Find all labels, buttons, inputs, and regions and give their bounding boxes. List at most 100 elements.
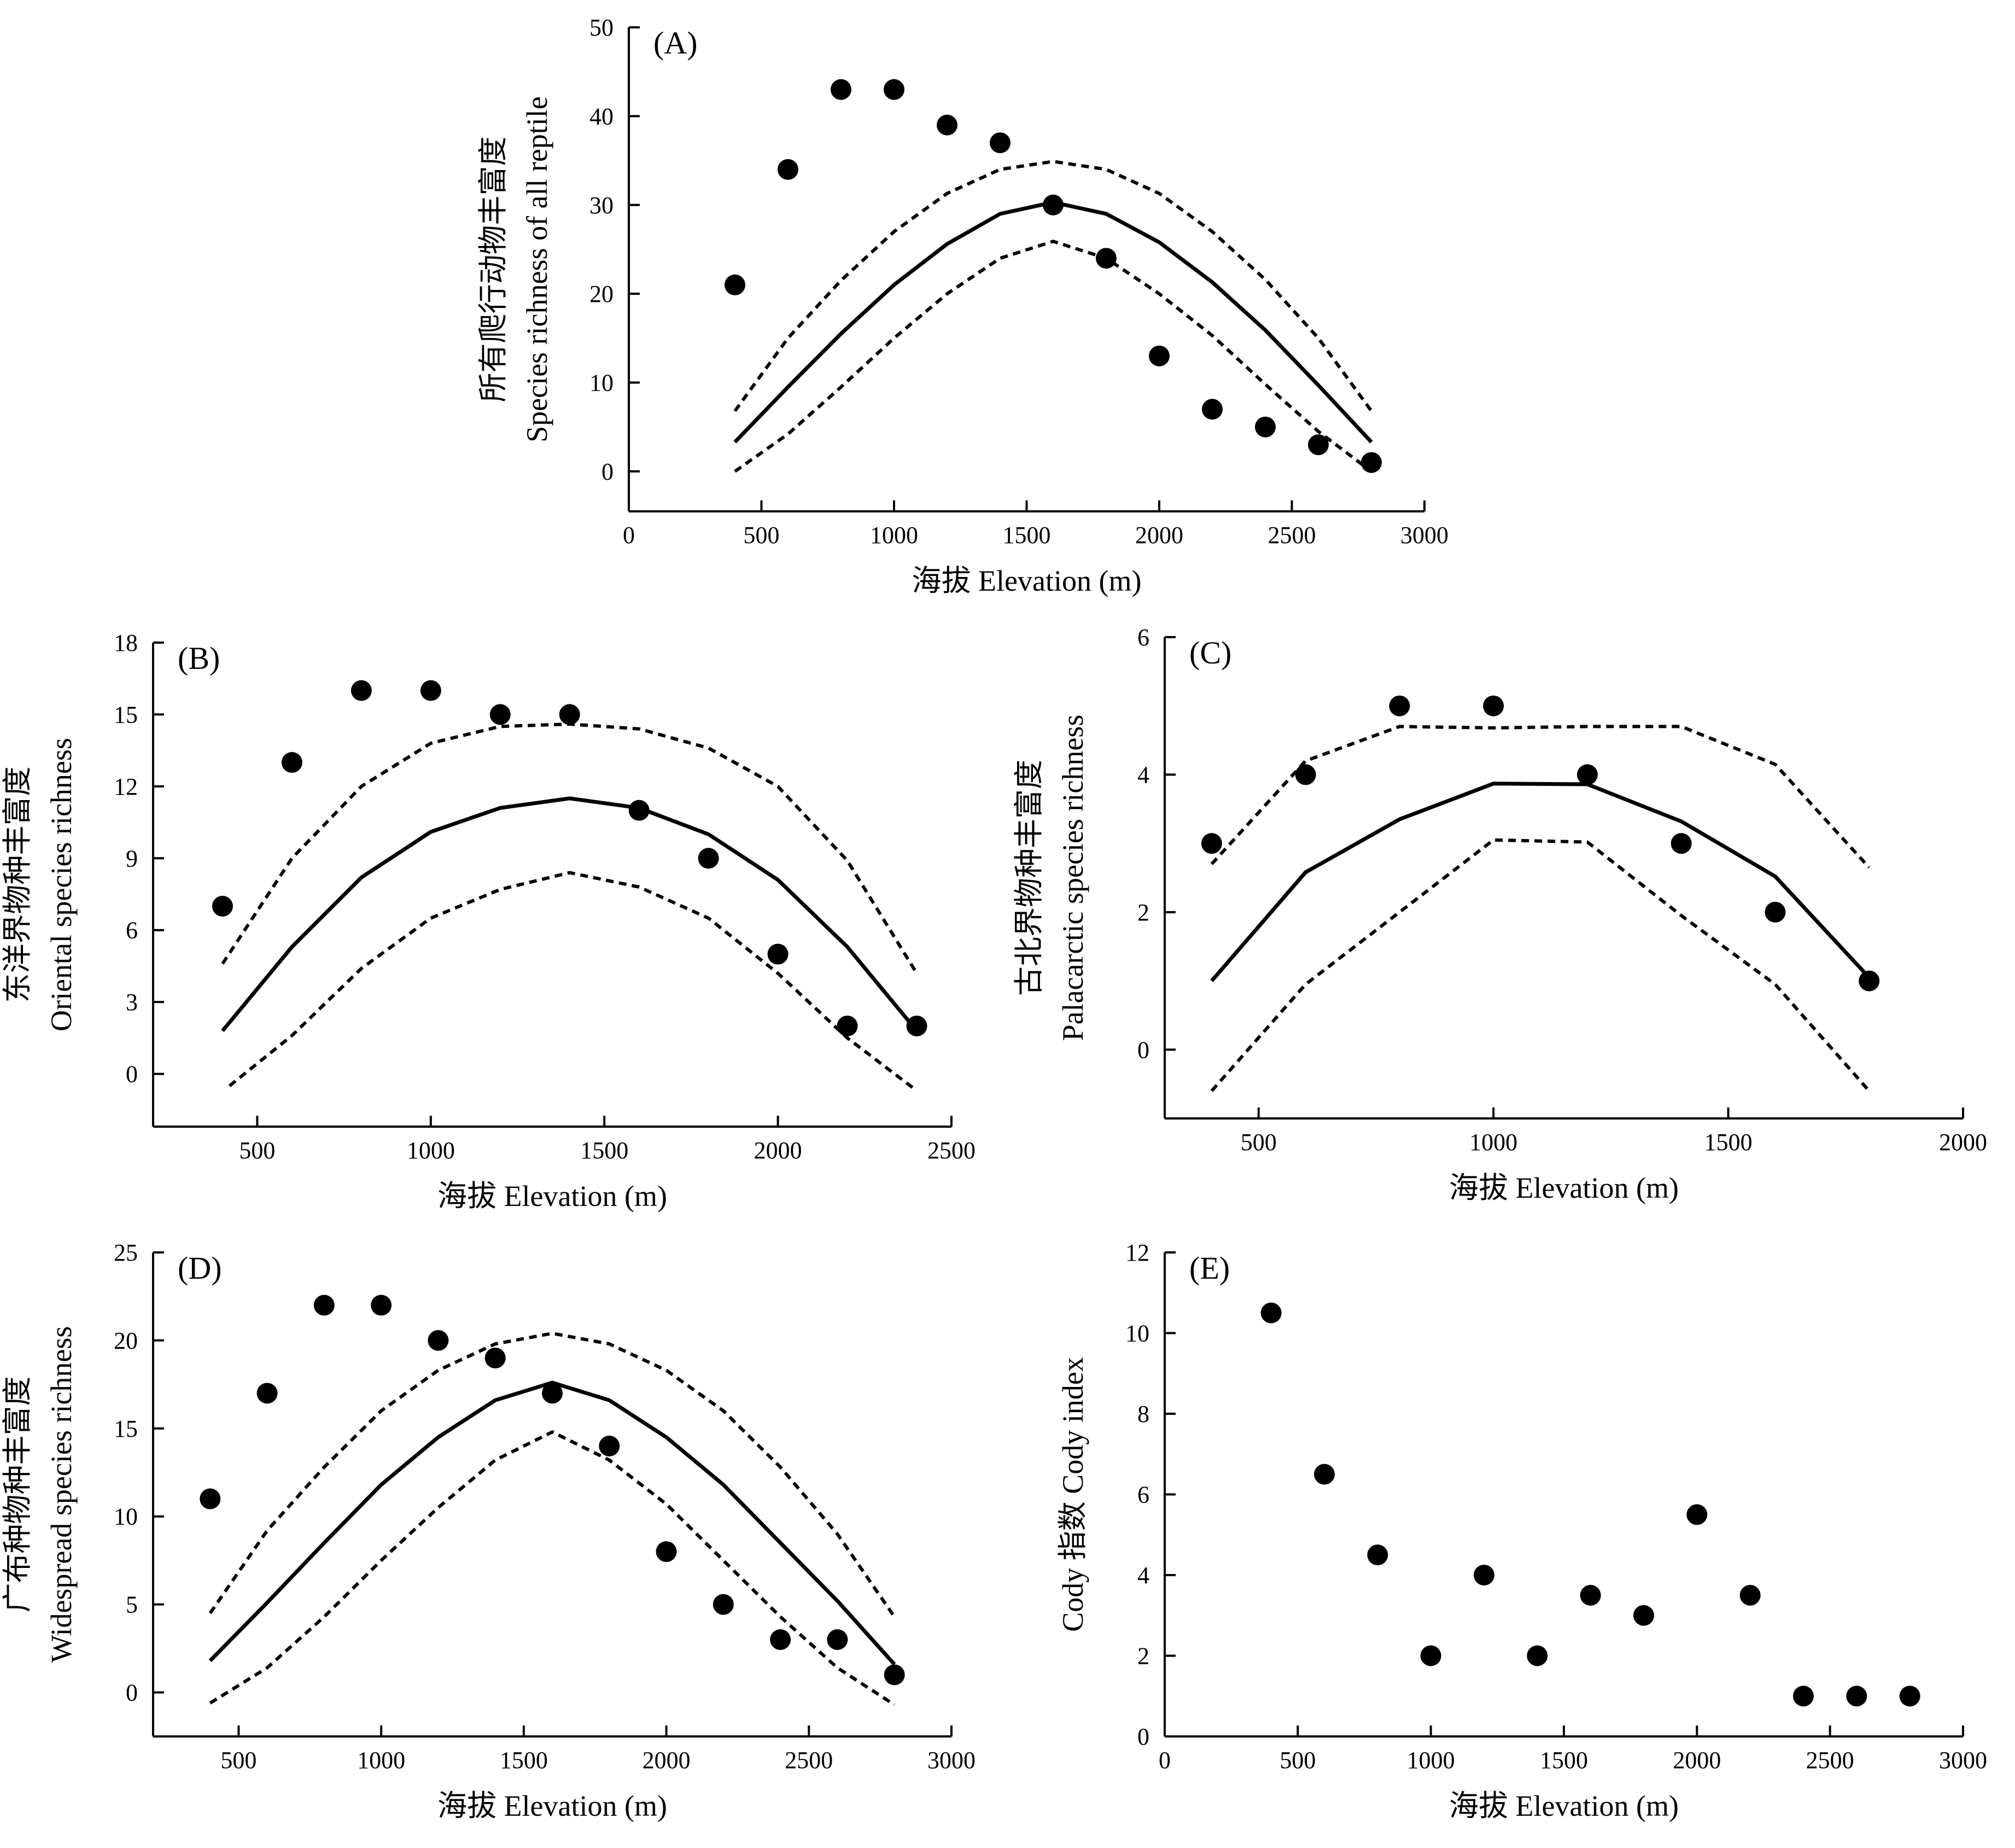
y-tick-label: 0 xyxy=(126,1061,138,1088)
data-point xyxy=(628,800,650,821)
data-point xyxy=(489,704,511,725)
x-tick-label: 3000 xyxy=(1939,1747,1987,1774)
x-tick-label: 500 xyxy=(1280,1747,1316,1774)
y-tick-label: 15 xyxy=(114,701,138,728)
y-tick-label: 2 xyxy=(1137,1643,1149,1670)
data-point xyxy=(906,1015,927,1036)
data-point xyxy=(1859,970,1880,992)
data-point xyxy=(559,704,580,725)
data-point xyxy=(351,680,372,701)
x-tick-label: 500 xyxy=(1241,1129,1277,1156)
y-tick-label: 20 xyxy=(114,1327,138,1354)
data-point xyxy=(1846,1686,1867,1707)
y-tick-label: 0 xyxy=(1137,1723,1149,1750)
data-point xyxy=(256,1383,278,1404)
y-tick-label: 10 xyxy=(589,370,614,397)
y-tick-label: 25 xyxy=(114,1239,138,1266)
panel-label: (C) xyxy=(1189,635,1231,671)
data-point xyxy=(420,680,441,701)
data-point xyxy=(1793,1686,1814,1707)
y-tick-label: 9 xyxy=(126,845,138,872)
y-tick-label: 20 xyxy=(589,281,614,307)
data-point xyxy=(837,1015,858,1036)
y-axis-title: 古北界物种丰富度 xyxy=(1013,760,1046,996)
y-tick-label: 40 xyxy=(589,103,614,130)
x-tick-label: 3000 xyxy=(1400,522,1449,549)
x-tick-label: 3000 xyxy=(927,1747,976,1774)
data-point xyxy=(1474,1565,1494,1585)
mean-curve-line xyxy=(221,796,919,1033)
data-point xyxy=(1580,1584,1601,1606)
y-tick-label: 10 xyxy=(1125,1320,1149,1347)
confidence-bound-line xyxy=(228,871,918,1092)
data-point xyxy=(831,79,851,100)
panel-a: 0 500 1000 1500 2000 2500 3000 0 10 20 30 40 50 (A) 海拔… xyxy=(477,14,1449,597)
x-axis-title: 海拔 Elevation (m) xyxy=(1449,1789,1679,1822)
confidence-bound-line xyxy=(1210,838,1871,1092)
x-tick-label: 1500 xyxy=(1540,1747,1588,1774)
x-tick-label: 1500 xyxy=(500,1747,548,1774)
y-axis-title: 广布种物种丰富度 xyxy=(1,1377,34,1613)
data-point xyxy=(484,1348,506,1369)
mean-curve-line xyxy=(1210,782,1871,982)
x-axis-title: 海拔 Elevation (m) xyxy=(912,564,1142,597)
y-tick-label: 6 xyxy=(1137,1482,1149,1508)
x-tick-label: 1500 xyxy=(1704,1129,1753,1156)
data-point xyxy=(1576,764,1598,785)
x-tick-label: 2000 xyxy=(754,1137,802,1164)
data-point xyxy=(1389,695,1410,716)
data-point xyxy=(1295,764,1316,785)
x-tick-label: 1000 xyxy=(870,522,918,549)
data-point xyxy=(725,274,745,295)
x-tick-label: 2000 xyxy=(643,1747,691,1774)
y-tick-label: 4 xyxy=(1137,761,1149,788)
x-axis-title: 海拔 Elevation (m) xyxy=(437,1180,667,1212)
data-point xyxy=(1361,452,1382,473)
y-axis-title: Palacarctic species richness xyxy=(1056,715,1089,1041)
y-axis-title: Oriental species richness xyxy=(45,738,78,1031)
data-point xyxy=(990,132,1011,154)
y-tick-label: 3 xyxy=(126,989,138,1016)
panel-label: (B) xyxy=(178,640,220,676)
x-tick-label: 0 xyxy=(623,522,635,549)
data-point xyxy=(428,1330,449,1351)
data-point xyxy=(884,1664,905,1686)
y-tick-label: 6 xyxy=(126,917,138,944)
y-axis-title: Species richness of all reptile xyxy=(521,96,553,442)
data-point xyxy=(599,1436,620,1456)
data-point xyxy=(371,1295,392,1316)
x-tick-label: 1000 xyxy=(1469,1129,1517,1156)
data-point xyxy=(827,1629,848,1650)
data-point xyxy=(1308,434,1329,456)
data-point xyxy=(1899,1686,1920,1707)
x-tick-label: 2500 xyxy=(927,1137,976,1164)
data-point xyxy=(1314,1464,1335,1485)
confidence-bound-line xyxy=(1210,725,1871,869)
data-point xyxy=(200,1488,221,1509)
mean-curve-line xyxy=(208,1380,896,1666)
data-point xyxy=(1201,833,1222,854)
x-tick-label: 0 xyxy=(1159,1747,1171,1774)
data-point xyxy=(1671,833,1692,854)
data-point xyxy=(313,1295,335,1316)
data-point xyxy=(1527,1645,1548,1666)
confidence-bound-line xyxy=(208,1331,896,1618)
y-tick-label: 0 xyxy=(126,1680,138,1706)
data-point xyxy=(1420,1645,1441,1666)
x-tick-label: 2500 xyxy=(785,1747,833,1774)
x-tick-label: 2000 xyxy=(1673,1747,1721,1774)
y-tick-label: 50 xyxy=(589,14,614,41)
x-tick-label: 500 xyxy=(744,522,780,549)
data-point xyxy=(767,943,789,965)
data-point xyxy=(1765,901,1786,923)
data-point xyxy=(1202,399,1223,420)
x-tick-label: 500 xyxy=(239,1137,275,1164)
x-tick-label: 1500 xyxy=(1003,522,1051,549)
mean-curve-line xyxy=(733,200,1373,444)
y-tick-label: 0 xyxy=(1137,1036,1149,1063)
data-point xyxy=(1483,695,1504,716)
data-point xyxy=(770,1629,791,1650)
y-tick-label: 12 xyxy=(1125,1239,1149,1266)
y-tick-label: 12 xyxy=(114,773,138,800)
